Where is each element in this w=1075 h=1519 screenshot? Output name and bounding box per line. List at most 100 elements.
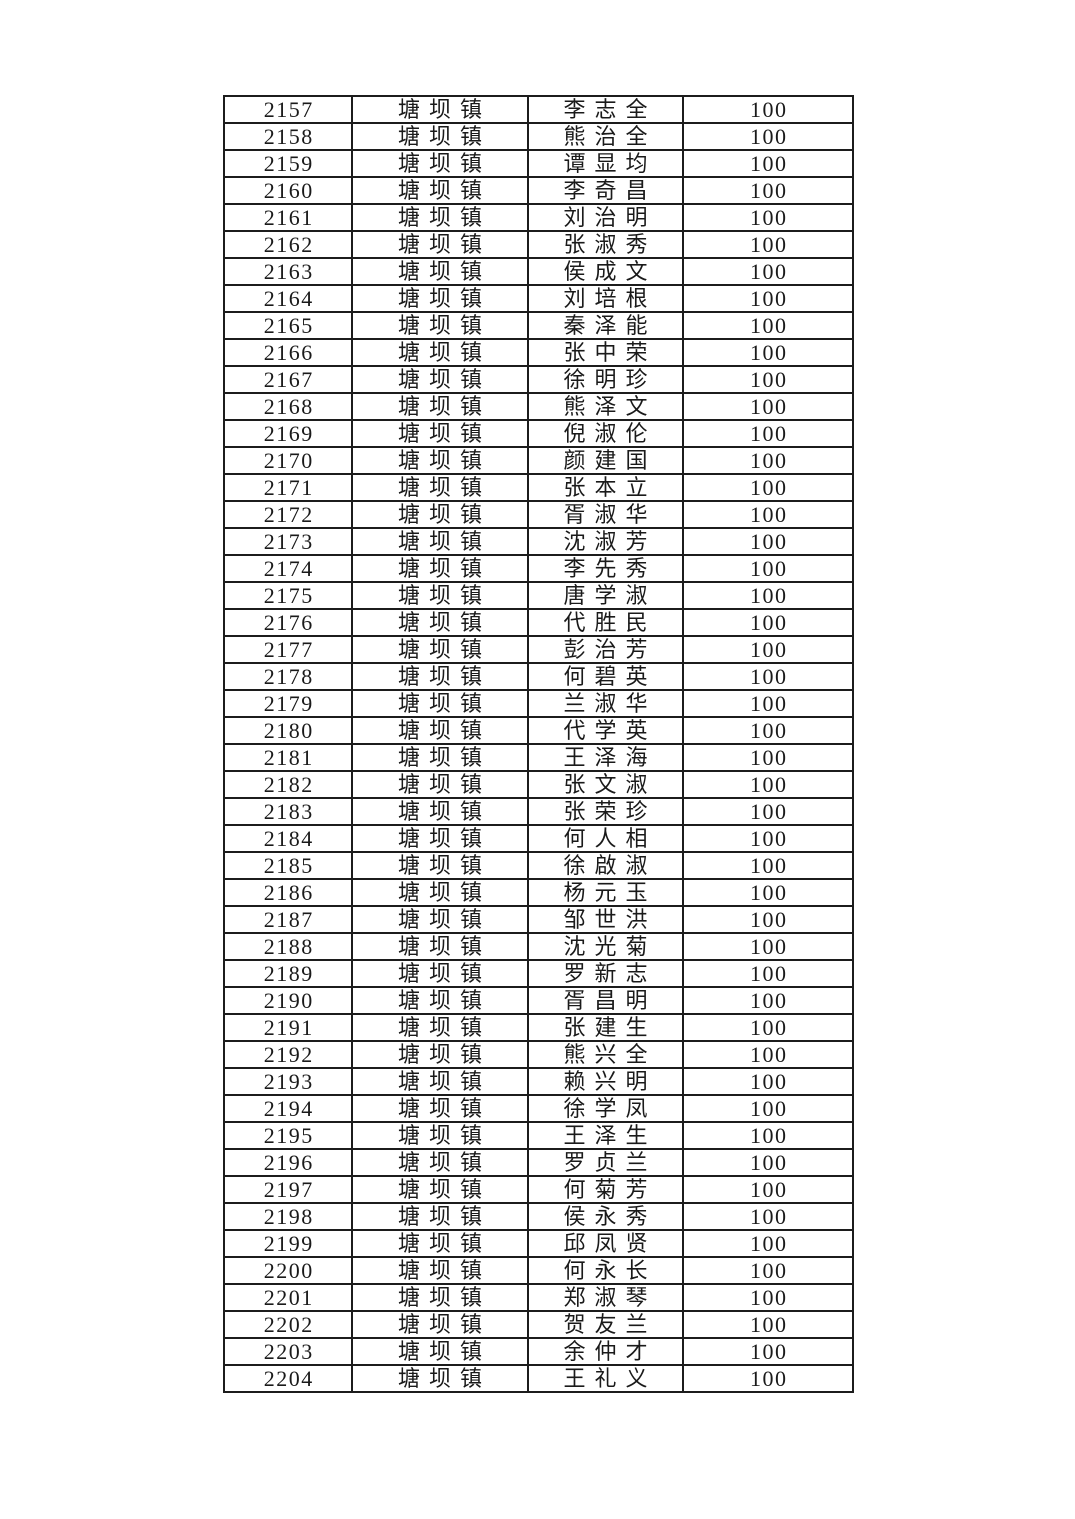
- cell-person-name: 何人相: [527, 824, 684, 853]
- cell-town-name: 塘坝镇: [351, 1310, 529, 1339]
- cell-town-name: 塘坝镇: [351, 230, 529, 259]
- cell-town-name: 塘坝镇: [351, 932, 529, 961]
- cell-amount: 100: [682, 527, 854, 556]
- cell-amount: 100: [682, 1337, 854, 1366]
- table-row: 2168 塘坝镇 熊泽文 100: [223, 392, 854, 421]
- table-row: 2195 塘坝镇 王泽生 100: [223, 1121, 854, 1150]
- cell-amount: 100: [682, 338, 854, 367]
- cell-serial-number: 2170: [223, 446, 353, 475]
- cell-person-name: 兰淑华: [527, 689, 684, 718]
- cell-serial-number: 2165: [223, 311, 353, 340]
- cell-person-name: 张文淑: [527, 770, 684, 799]
- table-row: 2194 塘坝镇 徐学凤 100: [223, 1094, 854, 1123]
- table-row: 2202 塘坝镇 贺友兰 100: [223, 1310, 854, 1339]
- cell-serial-number: 2191: [223, 1013, 353, 1042]
- cell-amount: 100: [682, 446, 854, 475]
- cell-person-name: 熊兴全: [527, 1040, 684, 1069]
- cell-serial-number: 2174: [223, 554, 353, 583]
- cell-amount: 100: [682, 284, 854, 313]
- cell-amount: 100: [682, 500, 854, 529]
- cell-amount: 100: [682, 797, 854, 826]
- cell-amount: 100: [682, 770, 854, 799]
- table-row: 2179 塘坝镇 兰淑华 100: [223, 689, 854, 718]
- cell-town-name: 塘坝镇: [351, 392, 529, 421]
- cell-amount: 100: [682, 932, 854, 961]
- table-row: 2196 塘坝镇 罗贞兰 100: [223, 1148, 854, 1177]
- cell-person-name: 余仲才: [527, 1337, 684, 1366]
- cell-serial-number: 2202: [223, 1310, 353, 1339]
- cell-person-name: 代胜民: [527, 608, 684, 637]
- table-row: 2198 塘坝镇 侯永秀 100: [223, 1202, 854, 1231]
- cell-serial-number: 2162: [223, 230, 353, 259]
- cell-person-name: 徐明珍: [527, 365, 684, 394]
- cell-person-name: 秦泽能: [527, 311, 684, 340]
- table-row: 2201 塘坝镇 郑淑琴 100: [223, 1283, 854, 1312]
- cell-person-name: 郑淑琴: [527, 1283, 684, 1312]
- table-row: 2160 塘坝镇 李奇昌 100: [223, 176, 854, 205]
- cell-town-name: 塘坝镇: [351, 1283, 529, 1312]
- table-row: 2161 塘坝镇 刘治明 100: [223, 203, 854, 232]
- cell-amount: 100: [682, 230, 854, 259]
- cell-town-name: 塘坝镇: [351, 1121, 529, 1150]
- cell-town-name: 塘坝镇: [351, 1337, 529, 1366]
- cell-serial-number: 2201: [223, 1283, 353, 1312]
- cell-amount: 100: [682, 1094, 854, 1123]
- table-row: 2167 塘坝镇 徐明珍 100: [223, 365, 854, 394]
- cell-serial-number: 2200: [223, 1256, 353, 1285]
- cell-person-name: 徐学凤: [527, 1094, 684, 1123]
- table-row: 2176 塘坝镇 代胜民 100: [223, 608, 854, 637]
- cell-town-name: 塘坝镇: [351, 716, 529, 745]
- cell-town-name: 塘坝镇: [351, 257, 529, 286]
- cell-town-name: 塘坝镇: [351, 662, 529, 691]
- cell-town-name: 塘坝镇: [351, 419, 529, 448]
- cell-serial-number: 2188: [223, 932, 353, 961]
- table-row: 2186 塘坝镇 杨元玉 100: [223, 878, 854, 907]
- cell-town-name: 塘坝镇: [351, 797, 529, 826]
- cell-town-name: 塘坝镇: [351, 446, 529, 475]
- cell-serial-number: 2171: [223, 473, 353, 502]
- cell-town-name: 塘坝镇: [351, 338, 529, 367]
- cell-person-name: 侯永秀: [527, 1202, 684, 1231]
- table-row: 2170 塘坝镇 颜建国 100: [223, 446, 854, 475]
- cell-town-name: 塘坝镇: [351, 824, 529, 853]
- cell-person-name: 颜建国: [527, 446, 684, 475]
- cell-person-name: 熊治全: [527, 122, 684, 151]
- table-row: 2185 塘坝镇 徐啟淑 100: [223, 851, 854, 880]
- cell-serial-number: 2194: [223, 1094, 353, 1123]
- cell-person-name: 张本立: [527, 473, 684, 502]
- cell-amount: 100: [682, 1283, 854, 1312]
- table-row: 2163 塘坝镇 侯成文 100: [223, 257, 854, 286]
- cell-amount: 100: [682, 1013, 854, 1042]
- cell-person-name: 罗新志: [527, 959, 684, 988]
- cell-town-name: 塘坝镇: [351, 1256, 529, 1285]
- cell-person-name: 代学英: [527, 716, 684, 745]
- cell-serial-number: 2203: [223, 1337, 353, 1366]
- cell-amount: 100: [682, 419, 854, 448]
- cell-person-name: 王礼义: [527, 1364, 684, 1393]
- cell-person-name: 李志全: [527, 95, 684, 124]
- cell-person-name: 徐啟淑: [527, 851, 684, 880]
- cell-serial-number: 2195: [223, 1121, 353, 1150]
- cell-town-name: 塘坝镇: [351, 176, 529, 205]
- cell-serial-number: 2198: [223, 1202, 353, 1231]
- cell-amount: 100: [682, 689, 854, 718]
- cell-serial-number: 2166: [223, 338, 353, 367]
- table-row: 2175 塘坝镇 唐学淑 100: [223, 581, 854, 610]
- cell-person-name: 杨元玉: [527, 878, 684, 907]
- cell-town-name: 塘坝镇: [351, 1040, 529, 1069]
- cell-serial-number: 2157: [223, 95, 353, 124]
- cell-amount: 100: [682, 581, 854, 610]
- cell-town-name: 塘坝镇: [351, 1202, 529, 1231]
- cell-amount: 100: [682, 311, 854, 340]
- table-row: 2183 塘坝镇 张荣珍 100: [223, 797, 854, 826]
- cell-town-name: 塘坝镇: [351, 1175, 529, 1204]
- cell-amount: 100: [682, 716, 854, 745]
- cell-person-name: 刘治明: [527, 203, 684, 232]
- cell-person-name: 罗贞兰: [527, 1148, 684, 1177]
- cell-person-name: 彭治芳: [527, 635, 684, 664]
- cell-serial-number: 2179: [223, 689, 353, 718]
- cell-amount: 100: [682, 851, 854, 880]
- cell-amount: 100: [682, 554, 854, 583]
- cell-town-name: 塘坝镇: [351, 959, 529, 988]
